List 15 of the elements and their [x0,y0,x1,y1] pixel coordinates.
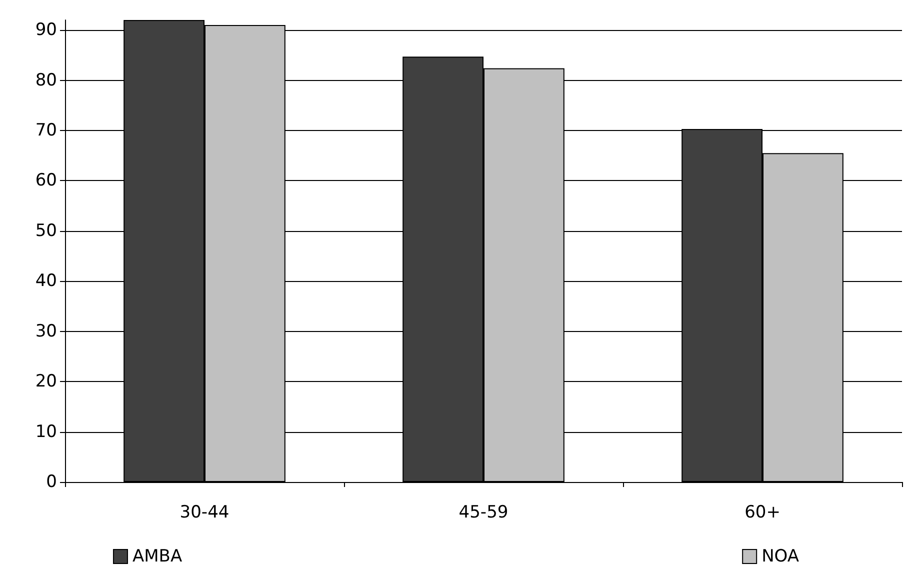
y-tick-label: 70 [35,120,57,140]
y-tick-label: 60 [35,170,57,191]
y-tick-label: 20 [35,372,57,392]
y-tick-label: 40 [35,271,57,292]
y-tick-label: 50 [35,220,57,241]
x-tick-label: 45-59 [458,502,508,522]
y-tick-label: 10 [35,422,57,442]
y-tick-label: 30 [35,321,57,342]
x-tick-label: 60+ [744,502,780,522]
x-tick-label: 30-44 [180,502,230,522]
y-tick-label: 80 [35,70,57,90]
legend-label: NOA [762,546,800,566]
y-tick-label: 90 [35,20,57,40]
legend-label: AMBA [132,546,182,566]
y-tick-label: 0 [46,472,57,492]
